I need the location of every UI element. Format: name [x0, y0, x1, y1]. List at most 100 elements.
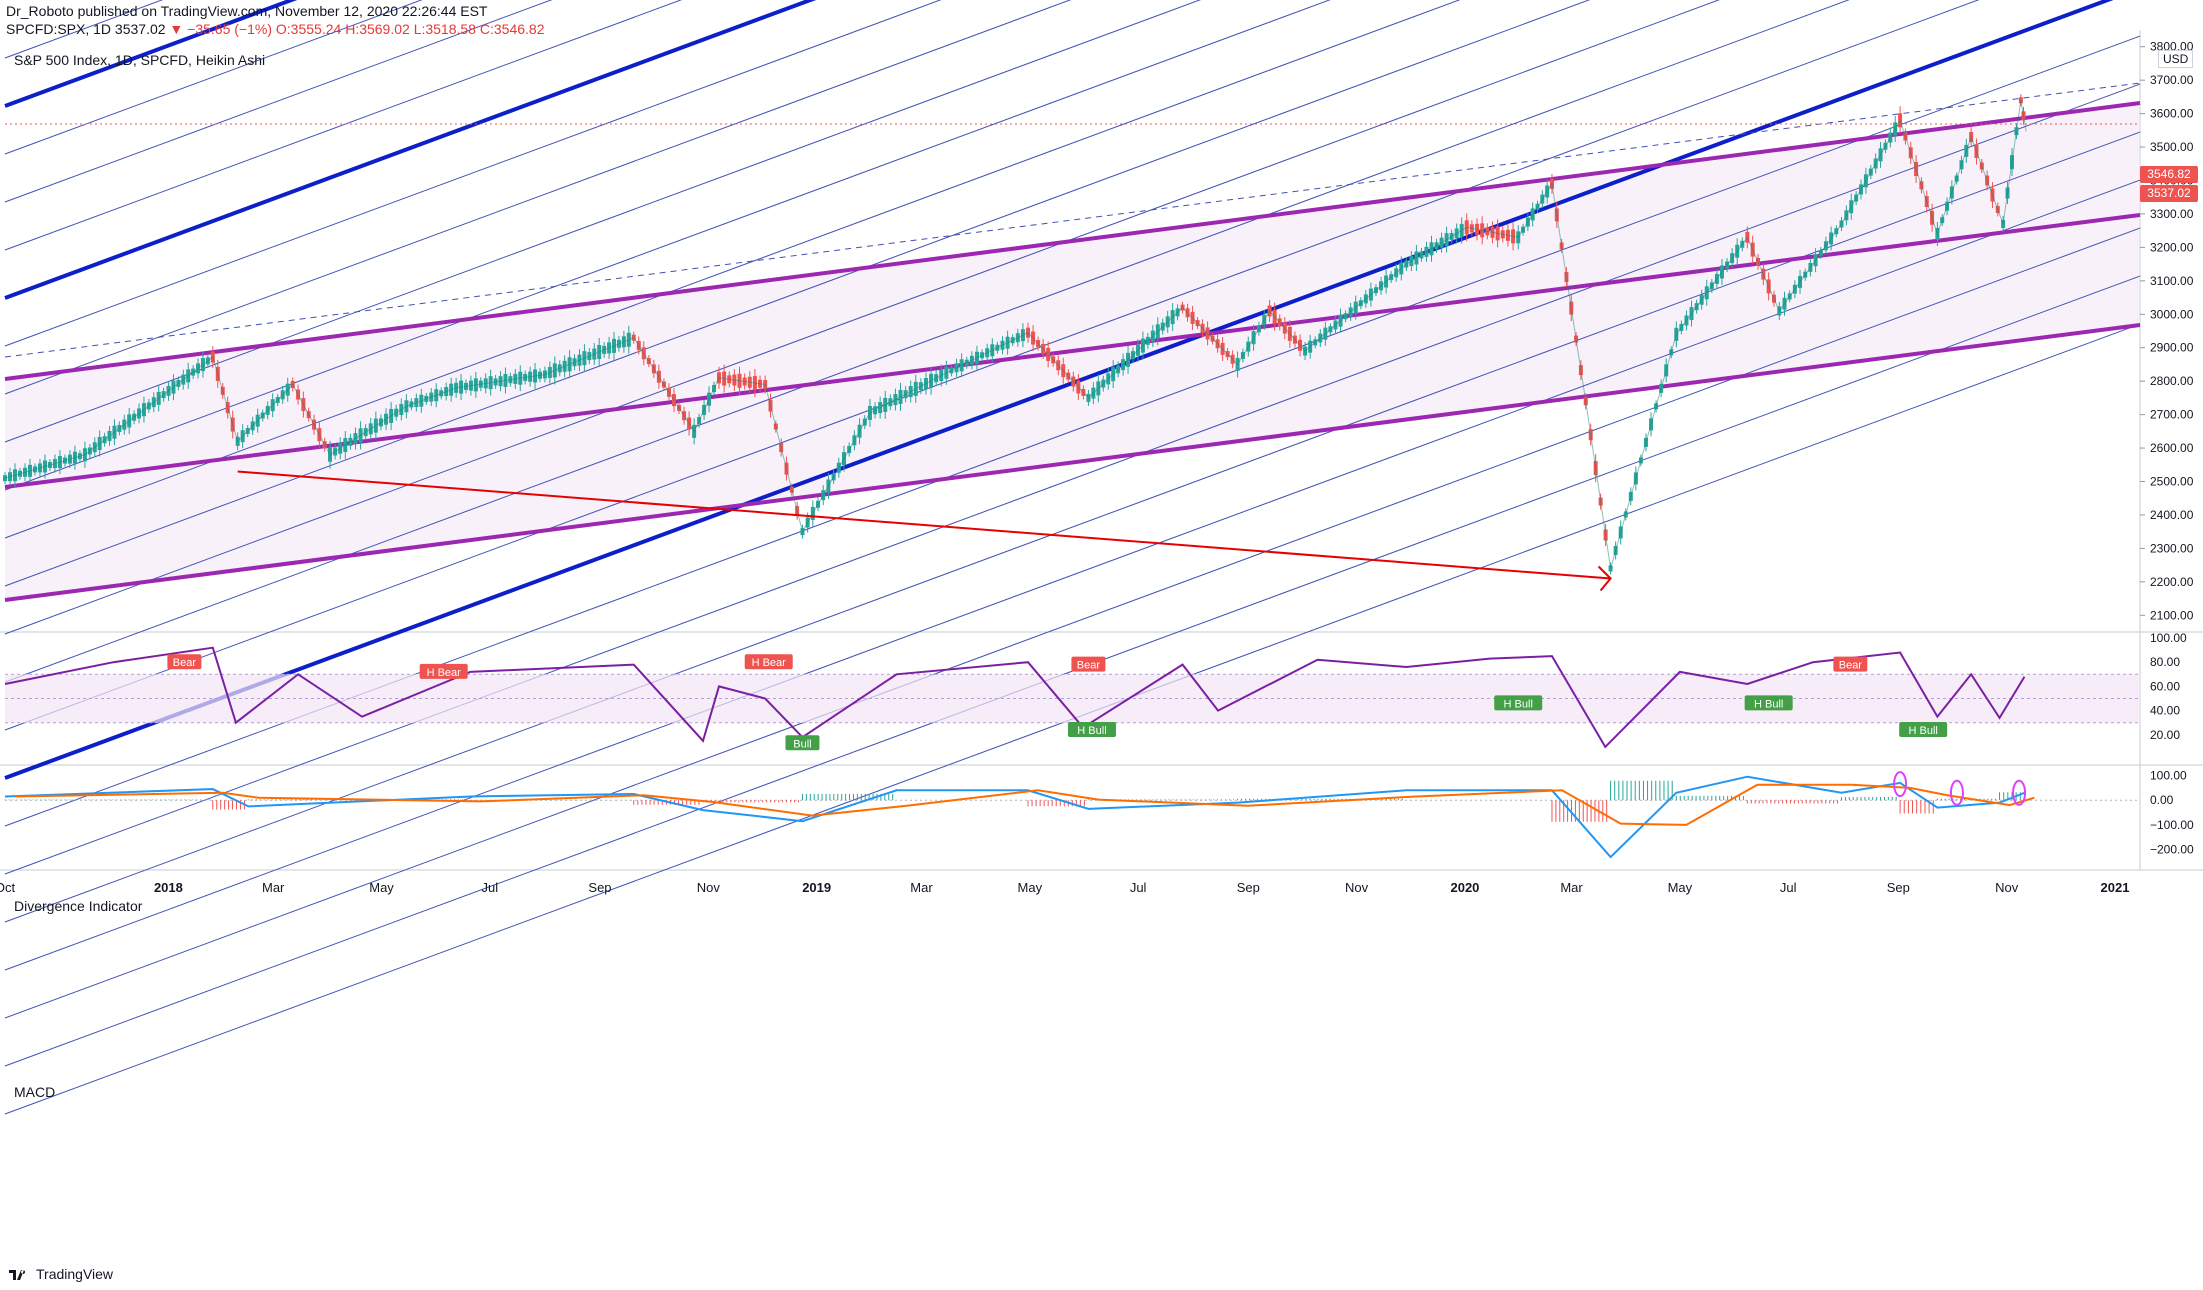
- ohlc-low: L:3518.58: [413, 21, 476, 37]
- time-tick-label: Sep: [588, 880, 611, 895]
- divergence-label: Bear: [1839, 660, 1863, 672]
- divergence-label-box: [419, 663, 468, 679]
- divergence-label-box: [1067, 721, 1116, 737]
- price-tick-label: 3100.00: [2150, 274, 2194, 288]
- price-tick-label: 3500.00: [2150, 140, 2194, 154]
- divergence-label: H Bull: [1754, 698, 1783, 710]
- macd-tick-label: −100.00: [2150, 818, 2194, 832]
- axes: 3800.003700.003600.003500.003400.003300.…: [0, 40, 2194, 895]
- divergence-label-box: [1899, 721, 1948, 737]
- price-tick-label: 3700.00: [2150, 73, 2194, 87]
- time-tick-label: Nov: [1345, 880, 1369, 895]
- divergence-tick-label: 100.00: [2150, 631, 2187, 645]
- macd-tick-label: 0.00: [2150, 793, 2174, 807]
- divergence-label: Bull: [793, 738, 811, 750]
- macd-highlight-circle: [1893, 771, 1908, 798]
- arrow-line: [237, 470, 1611, 580]
- divergence-tick-label: 40.00: [2150, 704, 2180, 718]
- ohlc-open: O:3555.24: [275, 21, 342, 37]
- price-tick-label: 2600.00: [2150, 441, 2194, 455]
- price-tick-label: 2100.00: [2150, 608, 2194, 622]
- price-change: ▼ −35.65 (−1%): [169, 21, 273, 37]
- time-tick-label: May: [1668, 880, 1693, 895]
- price-tick-label: 2400.00: [2150, 508, 2194, 522]
- last-price-tag: 3537.02: [2140, 185, 2198, 202]
- fan-line: [4, 83, 2141, 875]
- fan-line: [4, 0, 1980, 731]
- fan-line: [4, 0, 1461, 539]
- fan-line: [4, 0, 1202, 443]
- price-tick-label: 3200.00: [2150, 240, 2194, 254]
- price-tick-label: 3000.00: [2150, 307, 2194, 321]
- fan-line: [4, 0, 423, 155]
- currency-button[interactable]: USD: [2158, 50, 2194, 68]
- channel-lines: [4, 0, 2141, 1115]
- macd-title: MACD: [14, 1084, 56, 1100]
- ohlc-close: C:3546.82: [479, 21, 545, 37]
- divergence-label-box: [1744, 695, 1793, 711]
- macd-highlight-circle: [1949, 779, 1964, 806]
- divergence-label: H Bull: [1909, 725, 1938, 737]
- price-line: [4, 100, 2027, 569]
- time-tick-label: May: [369, 880, 394, 895]
- divergence-label: Bear: [173, 657, 197, 669]
- time-tick-label: Nov: [697, 880, 721, 895]
- symbol-line: SPCFD:SPX, 1D 3537.02 ▼ −35.65 (−1%) O:3…: [6, 21, 544, 37]
- time-tick-label: Sep: [1887, 880, 1910, 895]
- price-tick-label: 2900.00: [2150, 341, 2194, 355]
- time-tick-label: Jul: [1780, 880, 1797, 895]
- publish-info: Dr_Roboto published on TradingView.com, …: [6, 3, 488, 19]
- macd-tick-label: 100.00: [2150, 768, 2187, 782]
- fan-line: [4, 131, 2141, 923]
- time-tick-label: Oct: [0, 880, 15, 895]
- time-tick-label: 2021: [2101, 880, 2130, 895]
- divergence-label-box: [785, 735, 820, 751]
- price-tick-label: 2500.00: [2150, 475, 2194, 489]
- fan-line: [4, 0, 942, 347]
- time-tick-label: 2019: [802, 880, 831, 895]
- ohlc-high: H:3569.02: [345, 21, 410, 37]
- macd-line: [4, 775, 2025, 859]
- price-tick-label: 2800.00: [2150, 374, 2194, 388]
- dashed-projection-line: [4, 82, 2141, 358]
- footer[interactable]: TradingView: [8, 1266, 113, 1282]
- fan-line: [4, 227, 2141, 1019]
- symbol-name: SPCFD:SPX, 1D: [6, 21, 112, 37]
- close-price-tag: 3546.82: [2140, 166, 2198, 183]
- divergence-pane: Bear H Bear H Bear Bull Bear H Bull H Bull H Bu…: [4, 646, 2140, 751]
- fan-line: [4, 0, 817, 300]
- fan-line: [4, 0, 1591, 587]
- last-price: 3537.02: [114, 21, 166, 37]
- channel-line: [4, 323, 2141, 602]
- trend-arrow: [237, 470, 1612, 592]
- divergence-label: H Bull: [1077, 725, 1106, 737]
- divergence-tick-label: 60.00: [2150, 679, 2180, 693]
- channel-line: [4, 101, 2141, 381]
- footer-brand: TradingView: [36, 1266, 114, 1282]
- divergence-label-box: [1494, 695, 1543, 711]
- divergence-label-box: [744, 654, 793, 670]
- chart-title: S&P 500 Index, 1D, SPCFD, Heikin Ashi: [14, 52, 266, 68]
- time-tick-label: Mar: [1560, 880, 1583, 895]
- fan-line: [4, 0, 1850, 683]
- fan-line: [4, 0, 683, 251]
- divergence-label: H Bear: [427, 667, 462, 679]
- tradingview-logo-icon: [9, 1270, 26, 1280]
- macd-signal-line: [14, 783, 2035, 826]
- fan-line: [4, 0, 1072, 395]
- price-tick-label: 2300.00: [2150, 541, 2194, 555]
- divergence-label: H Bull: [1504, 698, 1533, 710]
- time-tick-label: 2020: [1450, 880, 1479, 895]
- divergence-tick-label: 80.00: [2150, 655, 2180, 669]
- divergence-label: Bear: [1077, 660, 1101, 672]
- divergence-tick-label: 20.00: [2150, 728, 2180, 742]
- time-tick-label: May: [1018, 880, 1043, 895]
- price-series: [3, 94, 2027, 575]
- price-tick-label: 2700.00: [2150, 408, 2194, 422]
- divergence-line: [4, 646, 2026, 749]
- time-tick-label: Jul: [482, 880, 499, 895]
- divergence-title: Divergence Indicator: [14, 898, 143, 914]
- fan-line: [4, 0, 1331, 491]
- fan-line: [4, 0, 553, 203]
